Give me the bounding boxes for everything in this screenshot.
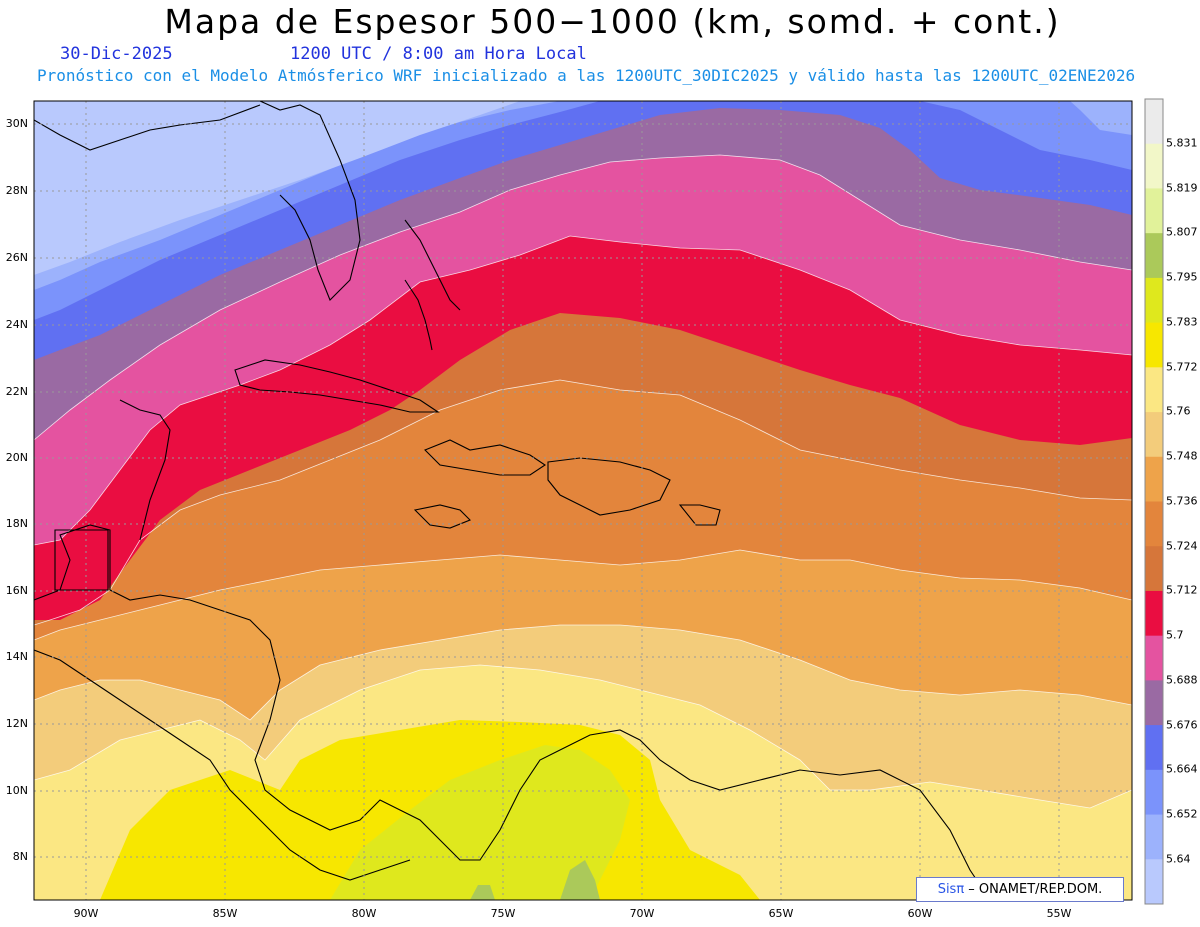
colorbar-label: 5.724: [1166, 539, 1198, 553]
colorbar-label: 5.736: [1166, 494, 1198, 508]
colorbar-swatch: [1145, 501, 1163, 547]
colorbar-swatch: [1145, 546, 1163, 592]
colorbar: [1145, 99, 1163, 905]
colorbar-label: 5.748: [1166, 449, 1198, 463]
colorbar-label: 5.783: [1166, 315, 1198, 329]
lat-label: 22N: [5, 385, 28, 398]
forecast-description: Pronóstico con el Modelo Atmósferico WRF…: [37, 66, 1136, 85]
credit-sis: Sisπ: [937, 882, 965, 897]
lon-label: 80W: [351, 907, 377, 920]
colorbar-swatch: [1145, 590, 1163, 637]
lat-label: 18N: [5, 517, 28, 530]
colorbar-swatch: [1145, 367, 1163, 413]
lon-label: 55W: [1046, 907, 1072, 920]
colorbar-swatch: [1145, 456, 1163, 502]
lon-label: 85W: [212, 907, 238, 920]
lat-label: 26N: [5, 251, 28, 264]
colorbar-swatch: [1145, 277, 1163, 324]
colorbar-label: 5.688: [1166, 673, 1198, 687]
lon-label: 90W: [73, 907, 99, 920]
colorbar-label: 5.76: [1166, 404, 1191, 418]
colorbar-swatch: [1145, 188, 1163, 234]
colorbar-swatch: [1145, 635, 1163, 681]
lat-label: 24N: [5, 318, 28, 331]
colorbar-swatch: [1145, 233, 1163, 279]
colorbar-swatch: [1145, 859, 1163, 905]
lon-label: 70W: [629, 907, 655, 920]
lat-label: 28N: [5, 184, 28, 197]
lat-label: 14N: [5, 650, 28, 663]
colorbar-swatch: [1145, 322, 1163, 368]
colorbar-swatch: [1145, 99, 1163, 145]
lat-label: 10N: [5, 784, 28, 797]
colorbar-swatch: [1145, 725, 1163, 771]
colorbar-label: 5.652: [1166, 807, 1198, 821]
band-5628: [34, 101, 520, 275]
colorbar-swatch: [1145, 769, 1163, 816]
colorbar-label: 5.64: [1166, 852, 1191, 866]
colorbar-swatch: [1145, 680, 1163, 726]
credit-org: – ONAMET/REP.DOM.: [964, 882, 1103, 897]
lon-label: 75W: [490, 907, 516, 920]
band-5795b: [470, 885, 495, 900]
forecast-time: 1200 UTC / 8:00 am Hora Local: [290, 44, 587, 64]
colorbar-label: 5.712: [1166, 583, 1198, 597]
band-5795: [560, 860, 600, 900]
lat-label: 20N: [5, 451, 28, 464]
colorbar-label: 5.772: [1166, 360, 1198, 374]
colorbar-label: 5.664: [1166, 762, 1198, 776]
colorbar-swatch: [1145, 814, 1163, 860]
colorbar-swatch: [1145, 412, 1163, 458]
map-title: Mapa de Espesor 500−1000 (km, somd. + co…: [164, 2, 1061, 41]
colorbar-label: 5.7: [1166, 628, 1184, 642]
colorbar-label: 5.676: [1166, 718, 1198, 732]
lat-label: 8N: [12, 850, 28, 863]
colorbar-label: 5.831: [1166, 136, 1198, 150]
lat-label: 30N: [5, 117, 28, 130]
colorbar-label: 5.795: [1166, 270, 1198, 284]
lon-label: 60W: [907, 907, 933, 920]
forecast-date: 30-Dic-2025: [60, 44, 173, 64]
thickness-contours: [34, 101, 1132, 900]
colorbar-swatch: [1145, 143, 1163, 189]
lat-label: 16N: [5, 584, 28, 597]
colorbar-label: 5.807: [1166, 225, 1198, 239]
lon-label: 65W: [768, 907, 794, 920]
lat-label: 12N: [5, 717, 28, 730]
colorbar-label: 5.819: [1166, 181, 1198, 195]
credit-box: Sisπ – ONAMET/REP.DOM.: [916, 877, 1124, 902]
